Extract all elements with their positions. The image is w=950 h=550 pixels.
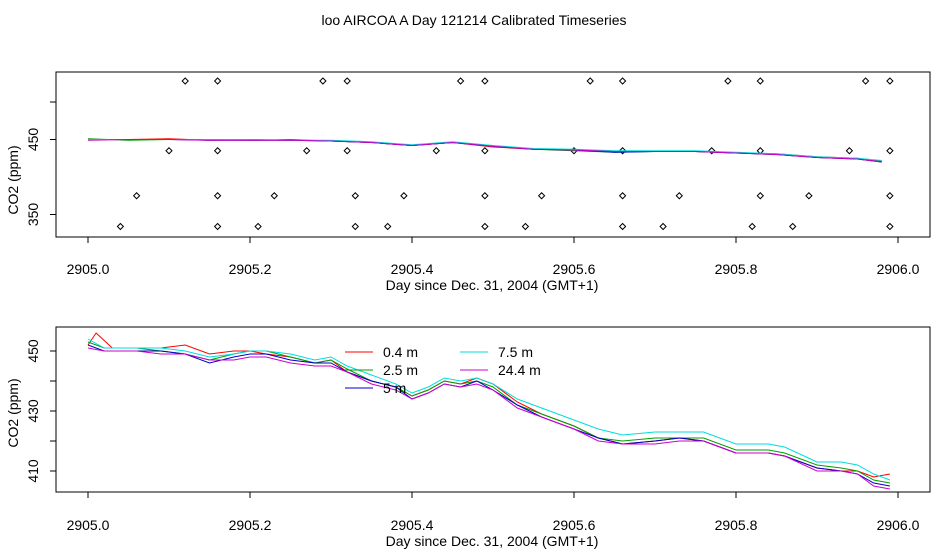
marker-point	[805, 192, 813, 200]
top-x-tick-label: 2905.0	[67, 261, 110, 277]
bottom-series-line-2	[87, 344, 890, 487]
top-y-axis: 350 450	[25, 101, 56, 227]
bottom-x-axis: 2905.0 2905.2 2905.4 2905.6 2905.8 2906.0	[67, 492, 920, 533]
marker-point	[181, 77, 189, 85]
legend-label: 5 m	[383, 380, 406, 396]
bottom-x-tick-label: 2905.0	[67, 517, 110, 533]
bottom-y-tick-label: 410	[25, 459, 41, 483]
bottom-series	[87, 332, 891, 490]
marker-point	[456, 77, 465, 85]
marker-point	[659, 222, 667, 231]
marker-point	[756, 77, 765, 85]
marker-point	[481, 192, 489, 200]
bottom-y-axis: 410 430 450	[25, 339, 56, 483]
marker-point	[756, 192, 765, 200]
marker-point	[675, 192, 684, 200]
top-x-axis: 2905.0 2905.2 2905.4 2905.6 2905.8 2906.0	[67, 237, 920, 277]
marker-point	[351, 222, 360, 231]
marker-point	[618, 192, 627, 200]
marker-point	[481, 222, 489, 231]
bottom-y-tick-label: 450	[25, 339, 41, 363]
marker-point	[618, 77, 627, 85]
top-markers	[116, 77, 894, 231]
marker-point	[319, 77, 327, 85]
marker-point	[481, 147, 489, 155]
top-series-line-4	[87, 139, 882, 163]
top-series	[87, 138, 882, 163]
legend-label: 0.4 m	[383, 344, 418, 360]
marker-point	[618, 147, 627, 155]
marker-point	[213, 147, 222, 155]
top-x-tick-label: 2906.0	[877, 261, 920, 277]
top-x-tick-label: 2905.8	[715, 261, 758, 277]
top-y-tick-label: 350	[25, 203, 41, 227]
bottom-x-tick-label: 2905.2	[229, 517, 272, 533]
marker-point	[886, 222, 894, 231]
top-plot-frame	[55, 71, 931, 238]
marker-point	[861, 77, 870, 85]
marker-point	[788, 222, 797, 231]
marker-point	[132, 192, 141, 200]
marker-point	[521, 222, 530, 231]
marker-point	[165, 147, 173, 155]
top-x-tick-label: 2905.6	[553, 261, 596, 277]
marker-point	[302, 147, 311, 155]
bottom-panel: 2905.0 2905.2 2905.4 2905.6 2905.8 2906.0 410…	[5, 326, 931, 549]
marker-point	[724, 77, 732, 85]
marker-point	[748, 222, 756, 231]
marker-point	[618, 222, 627, 231]
marker-point	[213, 222, 222, 231]
bottom-series-line-3	[87, 338, 891, 481]
bottom-y-axis-label: CO2 (ppm)	[5, 378, 21, 447]
marker-point	[383, 222, 392, 231]
marker-point	[845, 147, 854, 155]
bottom-series-line-4	[87, 347, 890, 490]
marker-point	[254, 222, 262, 231]
marker-point	[400, 192, 408, 200]
bottom-series-line-1	[87, 341, 890, 484]
bottom-x-tick-label: 2905.8	[715, 517, 758, 533]
bottom-x-tick-label: 2905.4	[391, 517, 434, 533]
marker-point	[343, 147, 351, 155]
top-series-line-3	[88, 139, 882, 161]
legend-label: 2.5 m	[383, 362, 418, 378]
legend-label: 7.5 m	[498, 344, 533, 360]
marker-point	[343, 77, 351, 85]
top-y-tick-label: 450	[25, 128, 41, 152]
marker-point	[886, 147, 894, 155]
top-panel: 2905.0 2905.2 2905.4 2905.6 2905.8 2906.0 350…	[5, 71, 931, 293]
top-x-tick-label: 2905.2	[229, 261, 272, 277]
marker-point	[351, 192, 360, 200]
marker-point	[213, 192, 222, 200]
marker-point	[886, 77, 894, 85]
marker-point	[116, 222, 125, 231]
legend: 0.4 m 2.5 m 5 m 7.5 m 24.4 m	[345, 344, 541, 396]
marker-point	[886, 192, 894, 200]
marker-point	[432, 147, 441, 155]
marker-point	[537, 192, 546, 200]
top-x-tick-label: 2905.4	[391, 261, 434, 277]
marker-point	[213, 77, 222, 85]
marker-point	[481, 77, 489, 85]
bottom-y-tick-label: 430	[25, 399, 41, 423]
bottom-x-tick-label: 2905.6	[553, 517, 596, 533]
legend-label: 24.4 m	[498, 362, 541, 378]
chart-title: loo AIRCOA A Day 121214 Calibrated Times…	[321, 12, 626, 28]
bottom-x-tick-label: 2906.0	[877, 517, 920, 533]
bottom-x-axis-label: Day since Dec. 31, 2004 (GMT+1)	[386, 533, 599, 549]
bottom-series-line-0	[87, 332, 890, 478]
marker-point	[707, 147, 716, 155]
marker-point	[586, 77, 594, 85]
bottom-plot-frame	[55, 326, 931, 493]
top-y-axis-label: CO2 (ppm)	[5, 145, 21, 214]
marker-point	[270, 192, 279, 200]
top-x-axis-label: Day since Dec. 31, 2004 (GMT+1)	[386, 277, 599, 293]
